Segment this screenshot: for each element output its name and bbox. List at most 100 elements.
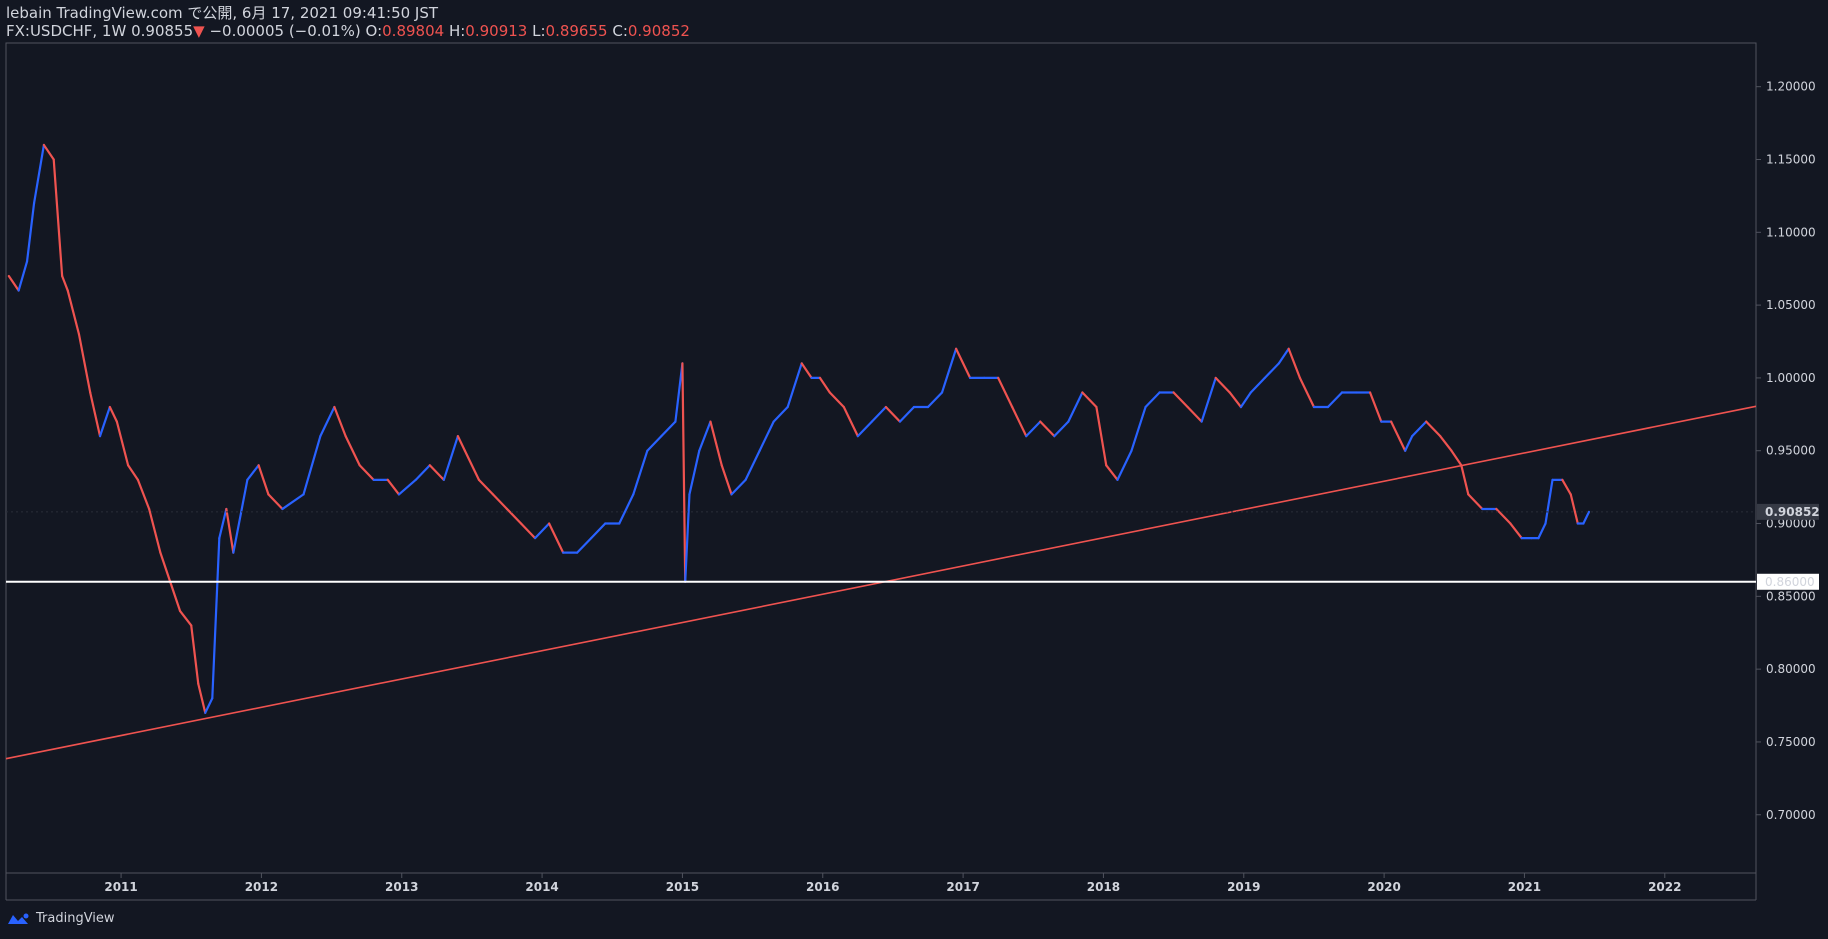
price-segment: [1326, 391, 1344, 409]
price-segment: [533, 522, 551, 540]
price-segment: [1425, 420, 1442, 438]
price-segment: [148, 507, 162, 554]
price-segment: [66, 289, 81, 336]
price-segment: [720, 464, 733, 496]
price-segment: [926, 391, 944, 409]
high-label: H:: [448, 22, 466, 40]
price-segment: [1368, 391, 1383, 423]
price-segment: [1239, 391, 1252, 409]
price-segment: [98, 405, 111, 438]
price-segment: [818, 376, 831, 394]
price-segment: [178, 609, 193, 627]
price-segment: [1025, 420, 1042, 438]
last-price: 0.90855: [131, 22, 194, 40]
y-tick-label: 1.20000: [1766, 80, 1816, 94]
price-segment: [1509, 522, 1523, 540]
high-value: 0.90913: [465, 22, 528, 40]
price-segment: [456, 435, 467, 452]
price-segment: [786, 362, 803, 409]
price-segment: [856, 420, 873, 438]
price-segment: [257, 464, 270, 496]
y-tick-label: 1.05000: [1766, 298, 1816, 312]
price-segment: [463, 449, 481, 481]
price-segment: [674, 362, 684, 423]
x-tick-label: 2012: [245, 880, 278, 894]
price-segment: [17, 260, 29, 292]
price-segment: [709, 420, 723, 467]
price-segment: [519, 522, 537, 540]
price-segment: [997, 376, 1014, 409]
price-segment: [190, 624, 200, 685]
price-segment: [7, 274, 20, 292]
price-segment: [744, 449, 761, 481]
price-segment: [1298, 376, 1316, 409]
price-segment: [1214, 376, 1231, 394]
price-segment: [442, 435, 459, 481]
price-segment: [1561, 478, 1572, 496]
price-segment: [25, 202, 36, 263]
tradingview-footer[interactable]: TradingView: [6, 911, 115, 926]
price-segment: [1544, 478, 1554, 525]
price-segment: [632, 449, 649, 496]
price-segment: [590, 522, 607, 540]
price-segment: [61, 274, 69, 292]
last-price-label: 0.90852: [1765, 505, 1820, 519]
price-segment: [52, 158, 64, 278]
price-segment: [108, 405, 118, 423]
price-segment: [1467, 493, 1484, 511]
price-segment: [898, 405, 916, 423]
x-tick-label: 2014: [525, 880, 558, 894]
open-label: O:: [365, 22, 383, 40]
low-value: 0.89655: [545, 22, 608, 40]
price-segment: [758, 420, 775, 452]
price-segment: [1450, 449, 1463, 467]
price-segment: [1569, 493, 1579, 525]
price-segment: [688, 449, 701, 496]
price-segment: [1495, 507, 1512, 525]
price-segment: [1105, 464, 1119, 481]
price-segment: [505, 507, 523, 525]
x-tick-label: 2020: [1367, 880, 1400, 894]
publish-info: lebain TradingView.com で公開, 6月 17, 2021 …: [6, 4, 439, 22]
price-segment: [548, 522, 565, 554]
price-segment: [1081, 391, 1098, 409]
price-segment: [1277, 347, 1290, 365]
price-segment: [870, 405, 888, 423]
price-segment: [1439, 435, 1453, 452]
symbol-interval: FX:USDCHF, 1W: [6, 22, 127, 40]
price-segment: [1144, 391, 1161, 409]
price-segment: [884, 405, 902, 423]
price-segment: [1263, 362, 1280, 380]
price-segment: [1582, 510, 1591, 525]
price-segment: [1404, 435, 1414, 452]
price-segment: [800, 362, 813, 380]
open-value: 0.89804: [382, 22, 445, 40]
price-segment: [618, 493, 635, 525]
price-segment: [77, 333, 92, 394]
price-segment: [333, 405, 347, 438]
price-segment: [89, 391, 102, 438]
price-segment: [1116, 449, 1133, 481]
price-segment: [218, 507, 228, 540]
ohlc-legend: FX:USDCHF, 1W 0.90855▼ −0.00005 (−0.01%)…: [6, 22, 690, 40]
price-segment: [126, 464, 140, 481]
last-price-badge: [1757, 503, 1819, 520]
price-segment: [204, 697, 214, 714]
price-segment: [358, 464, 375, 481]
close-label: C:: [612, 22, 628, 40]
price-segment: [1537, 522, 1547, 540]
low-label: L:: [532, 22, 546, 40]
price-segment: [246, 464, 260, 481]
plot-area[interactable]: [5, 42, 1757, 874]
x-tick-label: 2016: [806, 880, 839, 894]
price-segment: [684, 493, 691, 583]
price-segment: [159, 551, 172, 583]
price-segment: [1186, 405, 1203, 423]
price-segment: [414, 464, 431, 481]
price-segment: [772, 405, 789, 423]
x-tick-label: 2013: [385, 880, 418, 894]
price-segment: [1390, 420, 1407, 452]
price-segment: [197, 682, 207, 714]
price-segment: [1095, 405, 1108, 467]
